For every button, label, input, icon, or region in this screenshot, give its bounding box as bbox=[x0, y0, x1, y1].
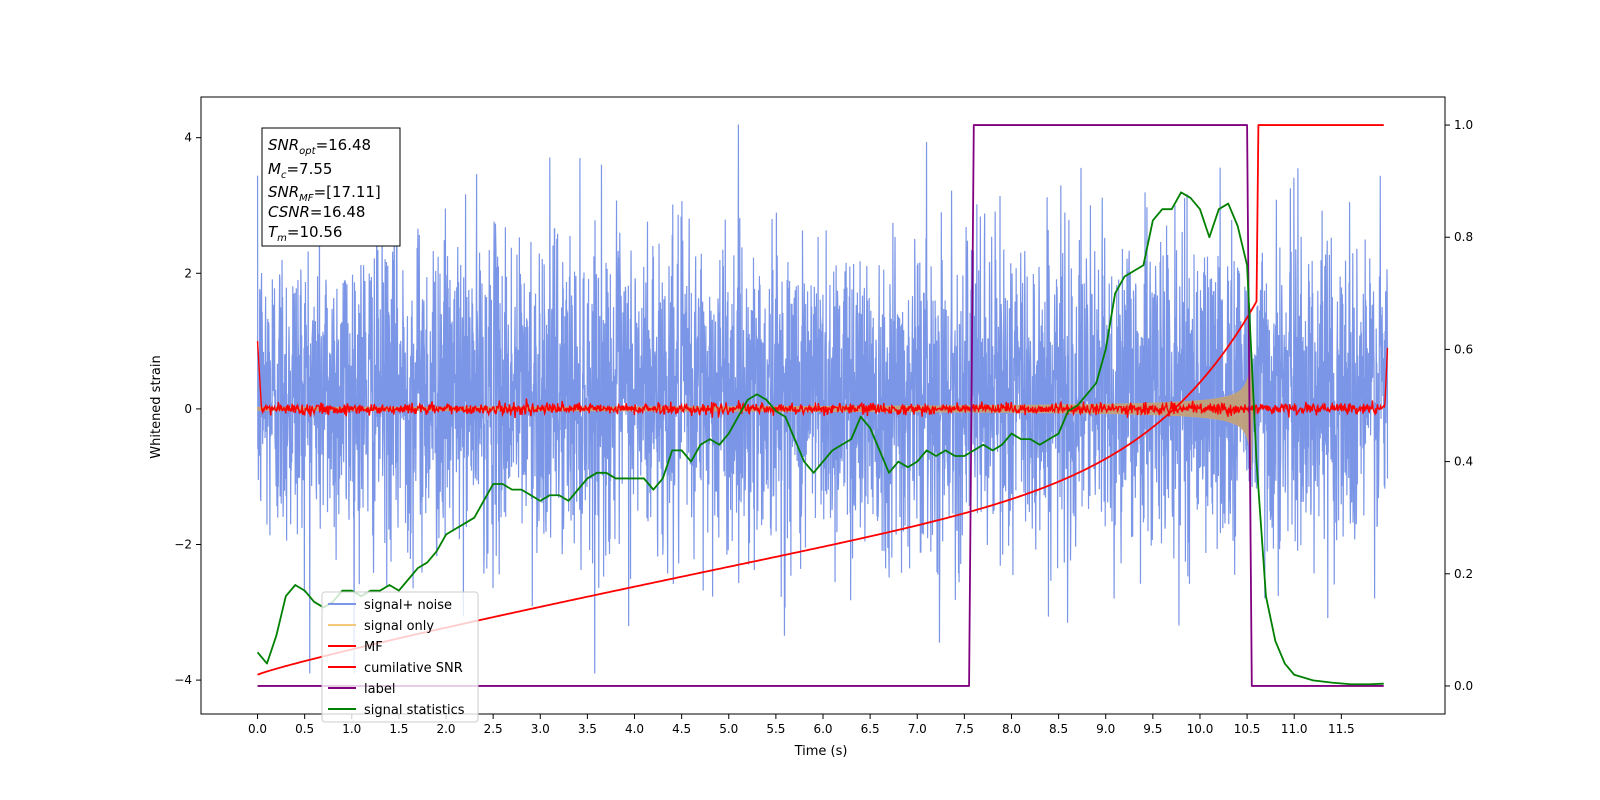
annotation-csnr: CSNR=16.48 bbox=[268, 203, 365, 221]
x-tick-label: 7.0 bbox=[908, 722, 927, 736]
annotation-box: SNRopt=16.48 Mc=7.55 SNRMF=[17.11] CSNR=… bbox=[261, 127, 401, 247]
annotation-mc: Mc=7.55 bbox=[268, 160, 332, 181]
legend: signal+ noise signal only MF cumilative … bbox=[321, 591, 479, 723]
x-tick-label: 3.5 bbox=[578, 722, 597, 736]
x-tick-label: 11.0 bbox=[1281, 722, 1308, 736]
legend-label-signal-only: signal only bbox=[364, 619, 434, 634]
x-tick-label: 9.0 bbox=[1096, 722, 1115, 736]
y-axis-label: Whitened strain bbox=[149, 355, 164, 458]
x-tick-label: 9.5 bbox=[1143, 722, 1162, 736]
x-tick-label: 11.5 bbox=[1328, 722, 1355, 736]
series-mf-line bbox=[256, 341, 1389, 419]
y2-tick-label: 0.8 bbox=[1454, 230, 1473, 244]
y-tick-label: 0 bbox=[184, 402, 192, 416]
x-tick-label: 6.0 bbox=[813, 722, 832, 736]
y2-tick-label: 0.0 bbox=[1454, 679, 1473, 693]
x-tick-label: 8.5 bbox=[1049, 722, 1068, 736]
y-axis-right: 1.0 0.8 0.6 0.4 0.2 0.0 bbox=[1445, 118, 1473, 693]
y-tick-label: 4 bbox=[184, 131, 192, 145]
y2-tick-label: 0.2 bbox=[1454, 567, 1473, 581]
x-tick-label: 0.0 bbox=[248, 722, 267, 736]
x-axis-label: Time (s) bbox=[794, 744, 848, 759]
x-tick-label: 0.5 bbox=[295, 722, 314, 736]
x-tick-label: 5.0 bbox=[719, 722, 738, 736]
legend-label-signal-noise: signal+ noise bbox=[364, 598, 452, 613]
x-tick-label: 4.0 bbox=[625, 722, 644, 736]
x-tick-label: 4.5 bbox=[672, 722, 691, 736]
x-tick-label: 1.5 bbox=[389, 722, 408, 736]
annotation-tm: Tm=10.56 bbox=[268, 223, 342, 244]
x-tick-label: 2.5 bbox=[484, 722, 503, 736]
legend-label-mf: MF bbox=[364, 640, 383, 655]
legend-label-signal-statistics: signal statistics bbox=[364, 703, 465, 718]
x-axis: 0.0 0.5 1.0 1.5 2.0 2.5 3.0 3.5 4.0 4.5 5.0 5.5 6.0 6… bbox=[248, 714, 1355, 736]
y2-tick-label: 0.4 bbox=[1454, 455, 1473, 469]
x-tick-label: 10.0 bbox=[1187, 722, 1214, 736]
series-signal-statistics-line bbox=[256, 191, 1384, 686]
legend-label-cumulative-snr: cumilative SNR bbox=[364, 661, 463, 676]
x-tick-label: 5.5 bbox=[766, 722, 785, 736]
legend-label-label: label bbox=[364, 682, 395, 697]
y-tick-label: −2 bbox=[174, 537, 192, 551]
y-axis-left: 4 2 0 −2 −4 bbox=[174, 131, 201, 687]
annotation-snr-mf: SNRMF=[17.11] bbox=[268, 183, 381, 204]
y2-tick-label: 1.0 bbox=[1454, 118, 1473, 132]
x-tick-label: 8.0 bbox=[1002, 722, 1021, 736]
x-tick-label: 7.5 bbox=[955, 722, 974, 736]
y2-tick-label: 0.6 bbox=[1454, 342, 1473, 356]
x-tick-label: 2.0 bbox=[436, 722, 455, 736]
x-tick-label: 1.0 bbox=[342, 722, 361, 736]
x-tick-label: 10.5 bbox=[1234, 722, 1261, 736]
y-tick-label: 2 bbox=[184, 266, 192, 280]
y-tick-label: −4 bbox=[174, 673, 192, 687]
annotation-snr-opt: SNRopt=16.48 bbox=[268, 136, 371, 157]
series-label-line bbox=[257, 124, 1384, 687]
x-tick-label: 3.0 bbox=[531, 722, 550, 736]
x-tick-label: 6.5 bbox=[861, 722, 880, 736]
